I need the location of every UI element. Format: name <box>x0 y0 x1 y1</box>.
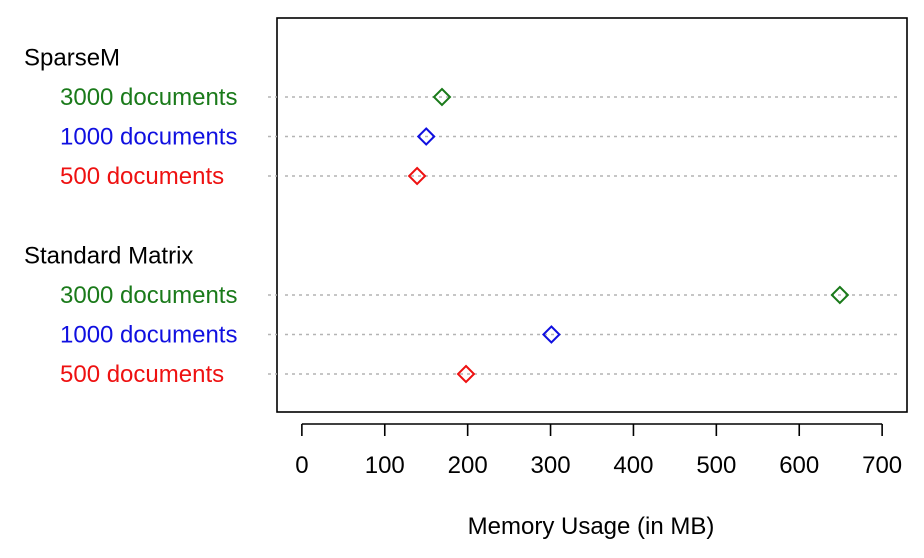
data-point-sparsem-3000-documents <box>432 87 452 107</box>
x-axis: 0 100 200 300 400 500 600 700 <box>295 423 902 479</box>
data-point-standard-matrix-500-documents <box>456 364 476 384</box>
x-tick-label-300: 300 <box>531 452 571 479</box>
group-label-sparsem: SparseM <box>24 45 120 72</box>
data-point-sparsem-1000-documents <box>416 127 436 146</box>
x-tick-label-700: 700 <box>862 452 902 479</box>
row-label-sparsem-1000-documents: 1000 documents <box>60 124 237 151</box>
x-axis-title: Memory Usage (in MB) <box>468 513 715 540</box>
data-point-standard-matrix-3000-documents <box>830 285 850 305</box>
row-label-standard-matrix-500-documents: 500 documents <box>60 361 224 388</box>
plot-frame <box>276 17 908 413</box>
data-point-standard-matrix-1000-documents <box>541 325 561 344</box>
row-label-sparsem-3000-documents: 3000 documents <box>60 84 237 111</box>
data-points <box>407 87 850 384</box>
x-tick-label-600: 600 <box>779 452 819 479</box>
x-tick-label-0: 0 <box>295 452 308 479</box>
x-tick-label-400: 400 <box>613 452 653 479</box>
row-label-sparsem-500-documents: 500 documents <box>60 163 224 190</box>
x-tick-label-100: 100 <box>365 452 405 479</box>
x-tick-label-500: 500 <box>696 452 736 479</box>
group-label-standard-matrix: Standard Matrix <box>24 243 193 270</box>
row-labels: SparseM 3000 documents 1000 documents 500 d… <box>24 45 237 389</box>
data-point-sparsem-500-documents <box>407 166 427 186</box>
grid-lines <box>268 96 899 375</box>
row-label-standard-matrix-1000-documents: 1000 documents <box>60 322 237 349</box>
x-tick-label-200: 200 <box>448 452 488 479</box>
row-label-standard-matrix-3000-documents: 3000 documents <box>60 282 237 309</box>
